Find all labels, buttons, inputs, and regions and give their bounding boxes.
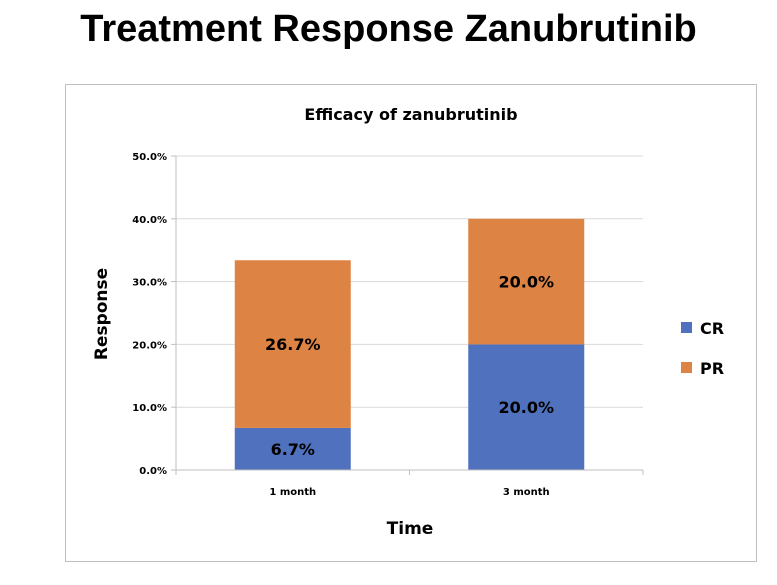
legend-label-cr: CR bbox=[700, 319, 724, 338]
data-label: 20.0% bbox=[498, 273, 554, 292]
data-label: 26.7% bbox=[265, 335, 321, 354]
bar-cr[interactable] bbox=[468, 344, 585, 470]
data-label: 20.0% bbox=[498, 398, 554, 417]
chart-title: Efficacy of zanubrutinib bbox=[304, 105, 517, 124]
y-tick-label: 20.0% bbox=[132, 340, 167, 351]
x-tick-label: 1 month bbox=[269, 487, 316, 498]
slide-title: Treatment Response Zanubrutinib bbox=[80, 8, 697, 50]
y-tick-label: 40.0% bbox=[132, 215, 167, 226]
bar-pr[interactable] bbox=[234, 260, 351, 428]
legend-swatch-pr bbox=[681, 362, 692, 373]
y-axis-title: Response bbox=[92, 268, 112, 360]
data-label: 6.7% bbox=[271, 440, 315, 459]
legend-swatch-cr bbox=[681, 322, 692, 333]
y-tick-label: 30.0% bbox=[132, 278, 167, 289]
x-axis-title: Time bbox=[387, 519, 434, 539]
legend-label-pr: PR bbox=[700, 359, 724, 378]
bar-cr[interactable] bbox=[234, 427, 351, 470]
x-tick-label: 3 month bbox=[503, 487, 550, 498]
y-tick-label: 0.0% bbox=[139, 466, 167, 477]
y-tick-label: 50.0% bbox=[132, 152, 167, 163]
chart-frame bbox=[65, 84, 757, 562]
y-tick-label: 10.0% bbox=[132, 403, 167, 414]
bar-pr[interactable] bbox=[468, 218, 585, 345]
